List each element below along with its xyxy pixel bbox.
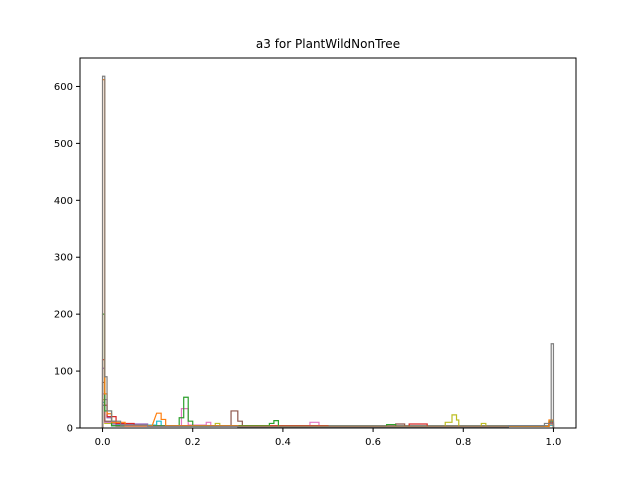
series-layer — [101, 75, 555, 428]
y-tick-label: 0 — [67, 424, 73, 435]
histogram-series-1 — [101, 75, 555, 428]
x-tick-label: 0.0 — [95, 437, 111, 448]
y-axis: 0 100 200 300 400 500 600 — [54, 82, 80, 435]
chart-title: a3 for PlantWildNonTree — [256, 37, 400, 51]
x-tick-label: 0.2 — [185, 437, 201, 448]
x-axis: 0.0 0.2 0.4 0.6 0.8 1.0 — [95, 428, 562, 448]
x-tick-label: 0.8 — [455, 437, 471, 448]
y-tick-label: 400 — [54, 196, 73, 207]
y-tick-label: 300 — [54, 253, 73, 264]
x-tick-label: 0.6 — [365, 437, 381, 448]
x-tick-label: 1.0 — [546, 437, 562, 448]
y-tick-label: 500 — [54, 139, 73, 150]
y-tick-label: 100 — [54, 367, 73, 378]
y-tick-label: 200 — [54, 310, 73, 321]
y-tick-label: 600 — [54, 82, 73, 93]
x-tick-label: 0.4 — [275, 437, 291, 448]
plot-frame — [79, 57, 577, 429]
